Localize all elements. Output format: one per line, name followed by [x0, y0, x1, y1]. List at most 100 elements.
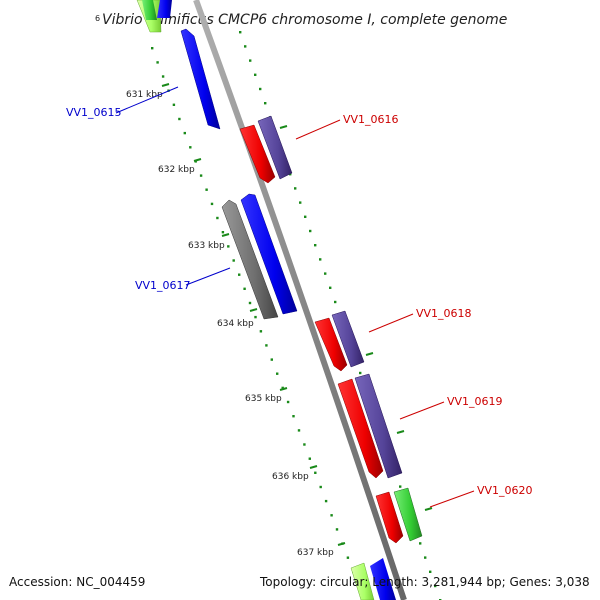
scale-dot [244, 45, 247, 48]
scale-dot [205, 188, 208, 191]
gene-label-vv1-0615[interactable]: VV1_0615 [66, 106, 122, 119]
scale-dot [319, 485, 322, 489]
tick-mark [193, 158, 202, 162]
cds-green-top-feature [142, 0, 157, 20]
scale-dot [189, 146, 192, 149]
scale-dot [424, 556, 427, 559]
scale-dot [259, 330, 263, 333]
scale-dot [151, 47, 154, 50]
scale-dot [309, 229, 312, 233]
scale-dot [359, 371, 362, 375]
scale-dot [399, 485, 402, 488]
cds-vv1-0617 [240, 193, 298, 315]
scale-dot [286, 400, 290, 404]
leader-vv1-0615 [115, 86, 179, 114]
scale-dot [161, 75, 165, 78]
scale-dot [434, 584, 437, 588]
gene-label-vv1-0620[interactable]: VV1_0620 [477, 484, 533, 497]
tick-label-636: 636 kbp [272, 472, 309, 482]
scale-dot [324, 272, 327, 275]
cds-vv1-0617-gray [221, 199, 279, 320]
scale-dot [308, 457, 311, 460]
scale-dot [243, 287, 246, 290]
reverse-strand-features [136, 0, 298, 320]
tick-mark [279, 125, 288, 129]
tick-label-631: 631 kbp [126, 90, 163, 100]
cds-vv1-0618-purple [331, 310, 365, 368]
scale-dot [254, 73, 257, 76]
cds-vv1-0619-red [337, 378, 384, 479]
scale-dot [314, 244, 317, 247]
gene-label-vv1-0617[interactable]: VV1_0617 [135, 279, 191, 292]
scale-dot [292, 415, 295, 418]
scale-dot [419, 542, 422, 545]
gene-leaders [115, 86, 475, 508]
tick-mark [424, 507, 433, 511]
tick-mark [221, 233, 230, 237]
cds-vv1-0619-purple [354, 373, 403, 479]
tick-mark [396, 430, 405, 434]
topology-summary: Topology: circular; Length: 3,281,944 bp… [259, 575, 590, 589]
scale-dot [330, 514, 333, 517]
tick-label-634: 634 kbp [217, 319, 254, 329]
scale-dot [183, 131, 186, 135]
gene-label-vv1-0618[interactable]: VV1_0618 [416, 307, 472, 320]
tick-label-635: 635 kbp [245, 394, 282, 404]
tick-label-637: 637 kbp [297, 548, 334, 558]
scale-dot [210, 202, 214, 206]
scale-dot [259, 87, 262, 91]
leader-vv1-0620 [429, 490, 475, 508]
leader-vv1-0616 [295, 119, 341, 140]
cds-lightgreen-bottom-feature [350, 562, 375, 600]
clipped-tick-label: 6 [95, 14, 100, 23]
scale-dot [249, 59, 252, 62]
scale-dot [238, 273, 241, 276]
scale-dot [289, 173, 292, 176]
gene-labels: VV1_0615 VV1_0616 VV1_0617 VV1_0618 VV1_… [66, 106, 533, 497]
tick-mark [365, 352, 374, 356]
scale-dot [221, 231, 225, 234]
scale-dot [299, 201, 302, 204]
scale-dot [264, 102, 267, 105]
scale-dot [276, 372, 279, 375]
leader-vv1-0618 [368, 313, 414, 333]
scale-dot [346, 556, 350, 559]
scale-dot [270, 358, 273, 361]
scale-dot [303, 443, 306, 446]
cds-vv1-0618-red [314, 317, 348, 372]
gene-label-vv1-0619[interactable]: VV1_0619 [447, 395, 503, 408]
scale-dot [265, 344, 268, 347]
tick-mark [161, 83, 170, 87]
scale-dot [216, 216, 219, 220]
scale-dot [297, 429, 301, 432]
scale-dot [254, 315, 257, 319]
scale-dot [294, 187, 297, 190]
gene-label-vv1-0616[interactable]: VV1_0616 [343, 113, 399, 126]
scale-dot [335, 528, 339, 531]
cds-vv1-0620-red [375, 491, 404, 544]
scale-dot [199, 174, 203, 177]
scale-dot [178, 117, 181, 121]
tick-label-633: 633 kbp [188, 241, 225, 251]
leader-vv1-0617 [185, 267, 231, 286]
cds-vv1-0616-red [239, 124, 276, 184]
cds-blue-top-feature [157, 0, 172, 18]
accession-text: Accession: NC_004459 [9, 575, 145, 589]
cds-vv1-0620-green [393, 487, 423, 542]
scale-dot [319, 258, 322, 261]
scale-dot [304, 215, 307, 218]
cds-vv1-0616-purple [257, 115, 293, 180]
tick-mark [309, 465, 318, 469]
scale-dot [324, 499, 328, 503]
cds-vv1-0615 [180, 28, 221, 130]
scale-dot [172, 103, 176, 106]
scale-dot [156, 61, 159, 64]
scale-dot [248, 301, 252, 305]
cds-blue-bottom-feature [370, 558, 396, 600]
scale-dot [281, 386, 284, 390]
scale-dot [227, 245, 230, 248]
scale-dot [239, 31, 242, 34]
tick-mark [249, 308, 258, 312]
scale-dot [232, 259, 235, 262]
